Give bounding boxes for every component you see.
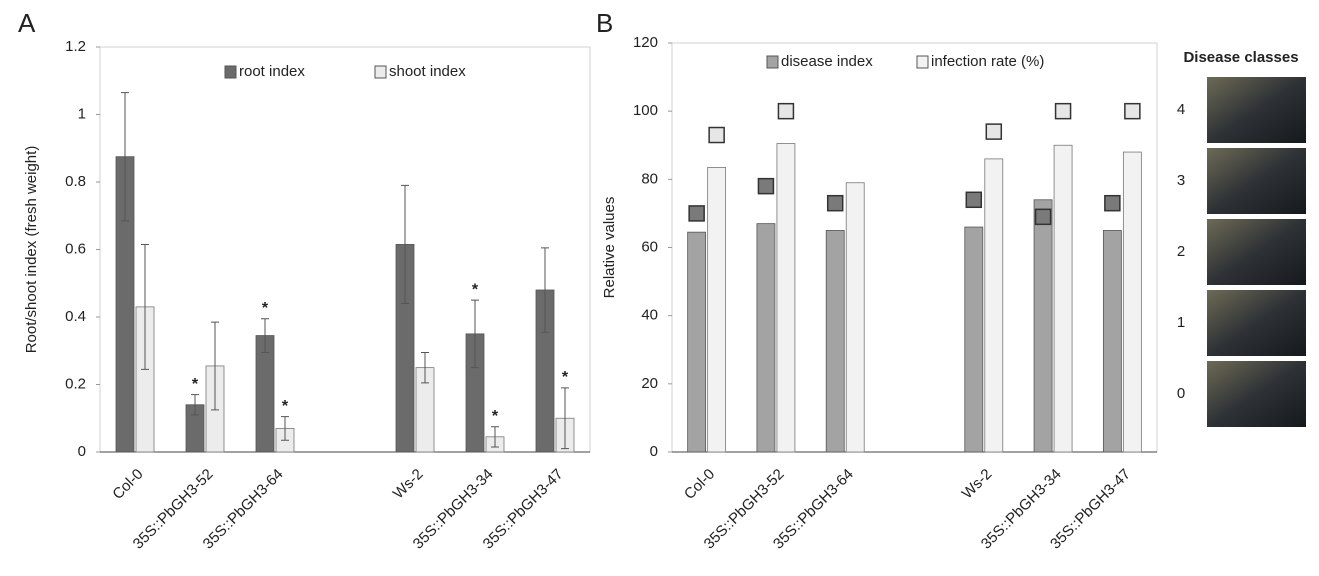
x-tick-label: Col-0 [681, 466, 718, 503]
error-bar [421, 351, 429, 384]
error-bar [541, 247, 549, 333]
significance-label: * [282, 398, 289, 415]
bar [687, 231, 707, 453]
marker [757, 177, 775, 195]
bar [1053, 144, 1073, 453]
marker [1034, 208, 1052, 226]
plot-frame [671, 42, 1158, 453]
y-tick-label: 80 [641, 170, 658, 187]
x-tick-label: Col-0 [109, 466, 146, 503]
y-tick-label: 0 [650, 443, 658, 460]
significance-label: * [492, 408, 499, 425]
marker [826, 194, 844, 212]
class-label: 0 [1177, 385, 1185, 402]
y-tick-label: 0 [78, 443, 86, 460]
y-tick-label: 100 [633, 102, 658, 119]
y-axis-title: Relative values [601, 197, 618, 299]
panel-label: A [18, 8, 36, 38]
class-label: 3 [1177, 172, 1185, 189]
bar [845, 182, 865, 453]
error-bar [261, 318, 269, 353]
legend-swatch [374, 65, 387, 79]
error-bar [491, 426, 499, 448]
significance-label: * [472, 281, 479, 298]
bar [756, 223, 776, 453]
marker [777, 102, 795, 120]
y-tick-label: 0.4 [65, 308, 86, 325]
bar [825, 230, 845, 453]
plot-frame [99, 46, 591, 453]
class-label: 2 [1177, 243, 1185, 260]
side-title: Disease classes [1183, 49, 1298, 66]
bar [984, 158, 1004, 453]
bar [707, 167, 727, 453]
x-tick-label: Ws-2 [390, 466, 427, 503]
class-label: 4 [1177, 101, 1185, 118]
class-label: 1 [1177, 314, 1185, 331]
bar [1033, 199, 1053, 453]
legend-label: root index [239, 63, 305, 80]
marker [708, 126, 725, 144]
y-axis-title: Root/shoot index (fresh weight) [23, 146, 40, 354]
y-tick-label: 1 [78, 105, 86, 122]
y-tick-label: 0.2 [65, 375, 86, 392]
y-tick-label: 0.6 [65, 240, 86, 257]
significance-label: * [562, 369, 569, 386]
bar [255, 335, 275, 453]
y-tick-label: 20 [641, 375, 658, 392]
marker [965, 191, 983, 209]
y-tick-label: 60 [641, 238, 658, 255]
marker [688, 205, 705, 222]
error-bar [211, 321, 219, 411]
marker [1104, 194, 1121, 212]
panel-label: B [596, 8, 613, 38]
error-bar [401, 184, 409, 304]
y-tick-label: 120 [633, 34, 658, 51]
error-bar [141, 243, 149, 370]
class-photo [1207, 77, 1306, 143]
significance-label: * [192, 376, 199, 393]
marker [1054, 102, 1072, 120]
legend-label: infection rate (%) [931, 53, 1044, 70]
marker [985, 123, 1003, 140]
y-tick-label: 40 [641, 307, 658, 324]
class-photo [1207, 148, 1306, 214]
bar [964, 226, 984, 453]
class-photo [1207, 290, 1306, 356]
marker [1124, 102, 1141, 120]
legend-swatch [916, 55, 929, 69]
error-bar [281, 416, 289, 441]
y-tick-label: 1.2 [65, 38, 86, 55]
legend-label: shoot index [389, 63, 466, 80]
bar [1122, 151, 1142, 453]
x-tick-label: Ws-2 [959, 466, 996, 503]
y-tick-label: 0.8 [65, 173, 86, 190]
error-bar [561, 387, 569, 450]
bar [1102, 230, 1122, 453]
legend-label: disease index [781, 53, 873, 70]
error-bar [471, 299, 479, 369]
significance-label: * [262, 300, 269, 317]
error-bar [121, 92, 129, 222]
error-bar [191, 394, 199, 416]
legend-swatch [766, 55, 779, 69]
class-photo [1207, 219, 1306, 285]
legend-swatch [224, 65, 237, 79]
bar [776, 143, 796, 453]
class-photo [1207, 361, 1306, 427]
